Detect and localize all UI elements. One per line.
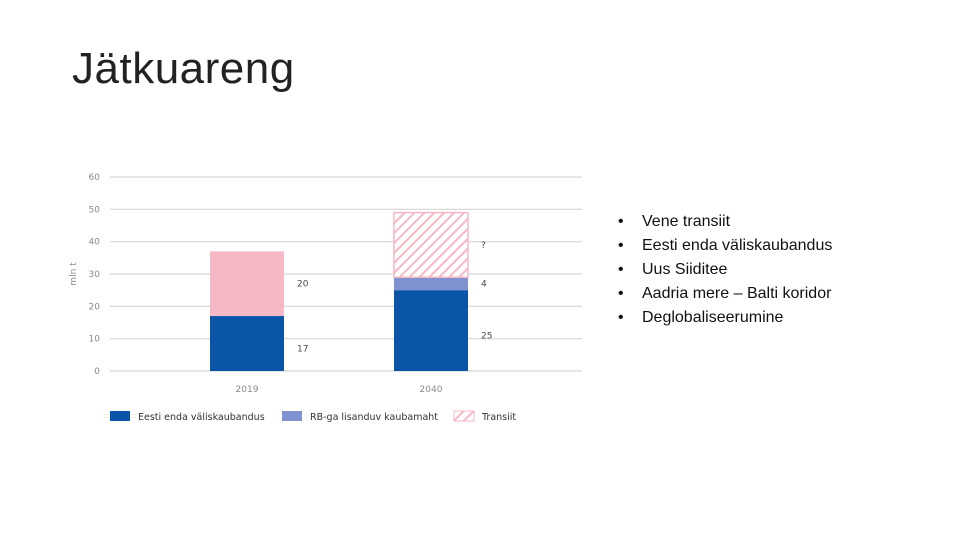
bar-segment: [210, 316, 284, 371]
bullet-list: • Vene transiit • Eesti enda väliskaubandu…: [618, 210, 832, 330]
bullet-text: Deglobaliseerumine: [642, 309, 784, 326]
bullet-item: • Vene transiit: [618, 210, 832, 234]
legend-label: Transiit: [481, 412, 516, 423]
y-tick-label: 50: [89, 205, 101, 215]
bullet-text: Vene transiit: [642, 213, 731, 230]
legend-swatch: [453, 410, 475, 422]
y-tick-label: 20: [89, 302, 101, 312]
legend: Eesti enda väliskaubandus RB-ga lisanduv …: [110, 410, 516, 423]
bullet-icon: •: [618, 285, 624, 302]
data-label: 17: [297, 345, 308, 355]
bullet-text: Uus Siiditee: [642, 261, 728, 278]
legend-label: Eesti enda väliskaubandus: [138, 412, 265, 423]
data-label: 4: [481, 280, 487, 290]
x-tick-label: 2040: [420, 385, 443, 395]
stacked-bar-chart: 0 10 20 30 40 50 60 mln t 17 20 2019 25 4? 2040 Eest…: [69, 173, 582, 423]
bar-segment: [394, 290, 468, 371]
legend-label: RB-ga lisanduv kaubamaht: [310, 412, 438, 423]
bar-layer: [210, 211, 469, 371]
label-layer: 17 20 2019 25 4? 2040: [236, 241, 493, 395]
bullet-item: • Uus Siiditee: [618, 258, 832, 282]
y-tick-label: 40: [89, 238, 101, 248]
bullet-item: • Eesti enda väliskaubandus: [618, 234, 832, 258]
x-tick-label: 2019: [236, 385, 259, 395]
bullet-icon: •: [618, 213, 624, 230]
data-label: 25: [481, 332, 492, 342]
bullet-item: • Aadria mere – Balti koridor: [618, 282, 832, 306]
data-label: ?: [481, 241, 486, 251]
data-label: 20: [297, 280, 309, 290]
legend-swatch: [110, 411, 130, 421]
bar-segment: [210, 251, 284, 317]
bullet-icon: •: [618, 261, 624, 278]
grid-layer: 0 10 20 30 40 50 60 mln t: [69, 173, 582, 377]
bullet-icon: •: [618, 309, 624, 326]
legend-swatch: [282, 411, 302, 421]
bar-segment: [394, 277, 468, 291]
y-tick-label: 60: [89, 173, 101, 183]
bullet-text: Aadria mere – Balti koridor: [642, 285, 832, 302]
y-axis-label: mln t: [69, 262, 79, 286]
y-tick-label: 0: [94, 367, 100, 377]
bar-segment: [393, 211, 469, 278]
bullet-text: Eesti enda väliskaubandus: [642, 237, 833, 254]
y-tick-label: 30: [89, 270, 101, 280]
y-tick-label: 10: [89, 335, 101, 345]
bullet-item: • Deglobaliseerumine: [618, 306, 832, 330]
slide-title: Jätkuareng: [72, 44, 295, 93]
bullet-icon: •: [618, 237, 624, 254]
